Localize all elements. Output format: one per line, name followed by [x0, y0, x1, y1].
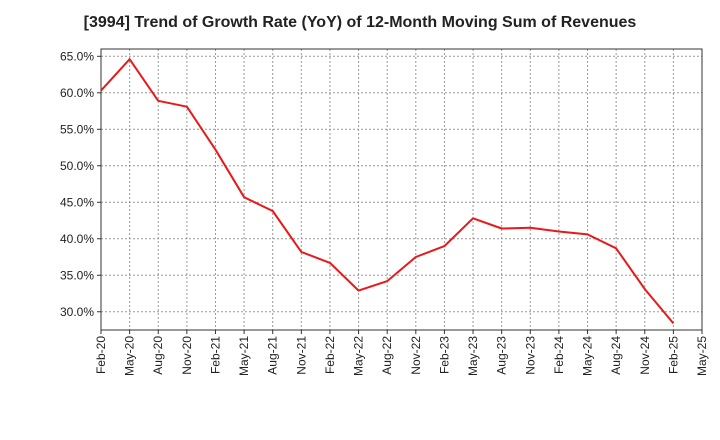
x-tick-label: May-20: [123, 336, 137, 376]
x-tick-label: Nov-22: [409, 336, 423, 375]
x-tick-label: Feb-23: [437, 336, 451, 374]
plot-area: [100, 48, 703, 331]
y-tick-label: 50.0%: [60, 159, 94, 173]
x-tick-label: Aug-22: [380, 336, 394, 375]
chart-title: [3994] Trend of Growth Rate (YoY) of 12-…: [83, 14, 637, 31]
x-tick-label: Feb-22: [323, 336, 337, 374]
y-tick-label: 65.0%: [60, 49, 94, 63]
x-tick-label: Aug-21: [266, 336, 280, 375]
x-tick-label: May-25: [695, 336, 709, 376]
x-tick-label: May-22: [352, 336, 366, 376]
y-tick-label: 40.0%: [60, 232, 94, 246]
y-tick-label: 60.0%: [60, 86, 94, 100]
x-tick-label: Nov-24: [638, 336, 652, 375]
y-axis: 30.0% 35.0% 40.0% 45.0% 50.0% 55.0% 60.0% 65.0%: [60, 49, 101, 319]
x-tick-label: Nov-21: [294, 336, 308, 375]
x-tick-label: May-24: [581, 336, 595, 376]
x-tick-label: Feb-24: [552, 336, 566, 374]
x-tick-label: Aug-20: [151, 336, 165, 375]
x-tick-label: Feb-20: [94, 336, 108, 374]
y-tick-label: 45.0%: [60, 195, 94, 209]
x-tick-label: Aug-24: [609, 336, 623, 375]
x-axis: Feb-20 May-20 Aug-20 Nov-20 Feb-21 May-21 Aug-…: [94, 330, 709, 376]
grid-lines: [100, 49, 703, 330]
x-tick-label: May-23: [466, 336, 480, 376]
x-tick-label: Nov-20: [180, 336, 194, 375]
y-tick-label: 30.0%: [60, 305, 94, 319]
x-tick-label: May-21: [237, 336, 251, 376]
x-tick-label: Feb-25: [666, 336, 680, 374]
x-tick-label: Feb-21: [208, 336, 222, 374]
y-tick-label: 35.0%: [60, 268, 94, 282]
x-tick-label: Aug-23: [495, 336, 509, 375]
series-layer: [100, 58, 675, 325]
x-tick-label: Nov-23: [523, 336, 537, 375]
y-tick-label: 55.0%: [60, 122, 94, 136]
series-line: [100, 58, 675, 325]
